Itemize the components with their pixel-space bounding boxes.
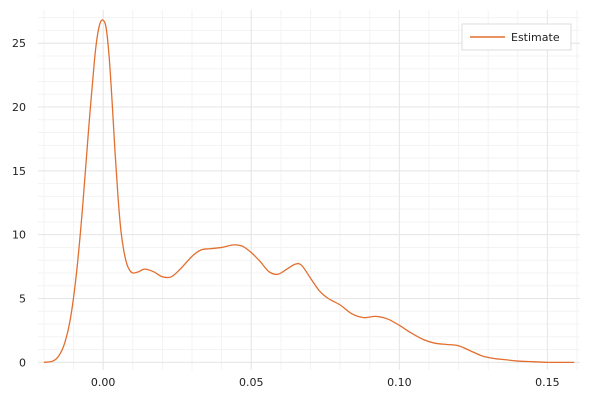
y-tick-label: 10 [12,229,26,242]
y-tick-label: 5 [19,293,26,306]
x-tick-label: 0.05 [239,376,264,389]
minor-grid [38,10,580,370]
x-tick-labels: 0.00 0.05 0.10 0.15 [91,376,560,389]
legend: Estimate [461,23,572,51]
y-tick-label: 0 [19,356,26,369]
y-tick-labels: 0 5 10 15 20 25 [12,37,26,369]
x-tick-label: 0.00 [91,376,116,389]
y-tick-label: 15 [12,165,26,178]
series-line-estimate [43,19,575,364]
major-grid [38,10,580,370]
x-tick-label: 0.10 [387,376,412,389]
legend-label-estimate: Estimate [511,31,560,44]
y-tick-label: 25 [12,37,26,50]
y-tick-label: 20 [12,101,26,114]
x-tick-label: 0.15 [535,376,560,389]
series-layer [43,19,575,364]
